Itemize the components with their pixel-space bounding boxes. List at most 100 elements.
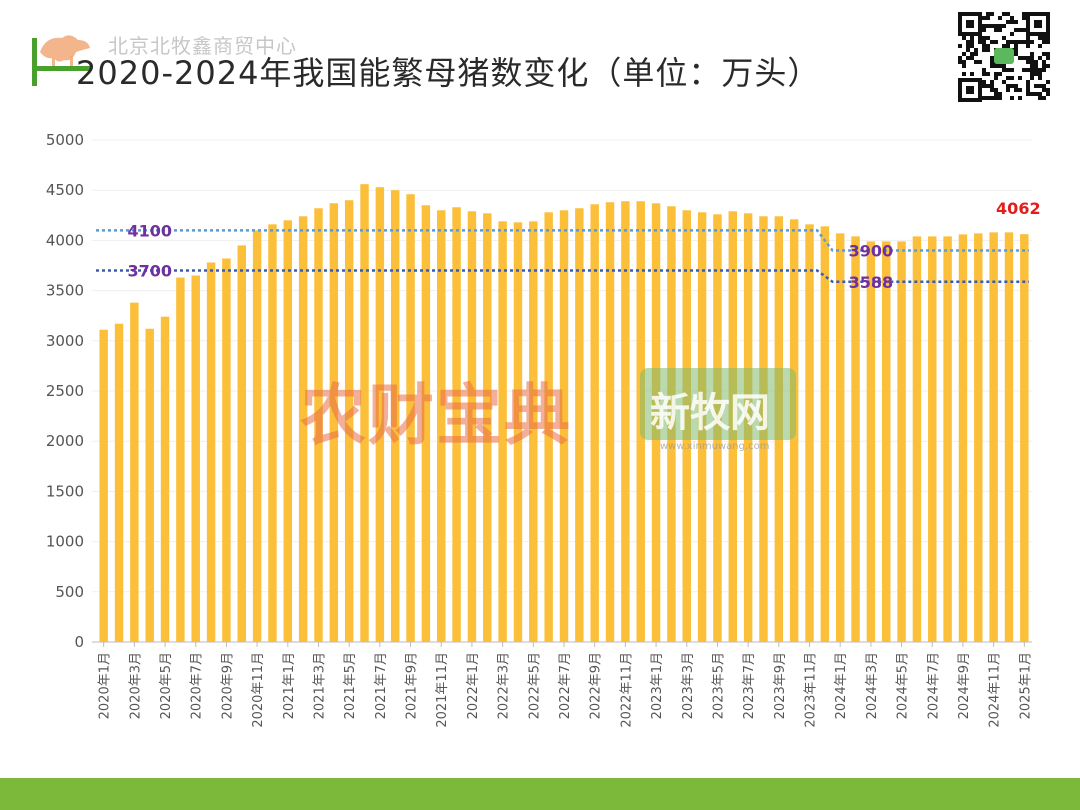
bar	[252, 230, 262, 643]
qr-module	[1018, 88, 1022, 92]
qr-module	[982, 44, 986, 48]
qr-module	[1030, 64, 1034, 68]
qr-module	[1046, 52, 1050, 56]
qr-module	[1046, 80, 1050, 84]
bar	[590, 204, 599, 643]
x-tick-label: 2020年3月	[128, 652, 143, 719]
qr-module	[1022, 28, 1026, 32]
qr-module	[982, 80, 986, 84]
bar	[467, 211, 477, 642]
qr-module	[994, 92, 998, 96]
qr-module	[990, 84, 994, 88]
qr-module	[1022, 56, 1026, 60]
reference-line	[96, 229, 1029, 252]
bar	[820, 226, 830, 642]
bar	[513, 222, 523, 642]
qr-module	[978, 40, 982, 44]
x-tick-label: 2024年3月	[865, 652, 880, 719]
qr-module	[982, 84, 986, 88]
x-tick-label: 2024年9月	[957, 652, 972, 719]
bar-chart: 0 500 1000 1500 2000 2500 3000 3500 4000 4500 5000…	[46, 131, 1041, 728]
x-tick-label: 2020年1月	[98, 652, 113, 719]
company-logo-icon	[32, 35, 92, 86]
x-tick-label: 2023年9月	[773, 652, 788, 719]
qr-finder-core	[966, 86, 974, 94]
qr-module	[998, 96, 1002, 100]
reference-label: 4100	[127, 221, 172, 240]
qr-module	[966, 40, 970, 44]
y-tick-label: 0	[74, 633, 84, 651]
x-tick-label: 2022年11月	[619, 652, 634, 728]
qr-module	[1010, 76, 1014, 80]
x-tick-label: 2020年5月	[159, 652, 174, 719]
qr-module	[1046, 64, 1050, 68]
qr-module	[994, 24, 998, 28]
bar	[344, 200, 354, 642]
bar	[421, 205, 431, 642]
qr-module	[990, 40, 994, 44]
company-name: 北京北牧鑫商贸中心	[108, 34, 297, 58]
qr-module	[1038, 84, 1042, 88]
qr-module	[986, 16, 990, 20]
qr-module	[1006, 88, 1010, 92]
qr-module	[970, 52, 974, 56]
qr-module	[986, 44, 990, 48]
qr-module	[1046, 36, 1050, 40]
qr-module	[990, 56, 994, 60]
qr-module	[1030, 40, 1034, 44]
bar	[237, 245, 246, 643]
qr-module	[1026, 40, 1030, 44]
y-tick-label: 2000	[46, 432, 84, 450]
qr-module	[1038, 72, 1042, 76]
qr-module	[1022, 68, 1026, 72]
x-tick-label: 2024年1月	[834, 652, 849, 719]
qr-module	[1026, 60, 1030, 64]
qr-module	[1034, 92, 1038, 96]
x-tick-label: 2022年5月	[527, 652, 542, 719]
qr-code-icon	[958, 12, 1050, 102]
qr-module	[998, 72, 1002, 76]
qr-module	[1046, 92, 1050, 96]
qr-module	[1030, 72, 1034, 76]
qr-module	[986, 48, 990, 52]
qr-module	[994, 28, 998, 32]
qr-module	[998, 64, 1002, 68]
bar	[283, 220, 293, 642]
qr-finder-core	[966, 20, 974, 28]
qr-module	[1014, 88, 1018, 92]
qr-module	[1014, 48, 1018, 52]
qr-module	[998, 28, 1002, 32]
bar	[835, 233, 845, 642]
x-tick-label: 2021年3月	[312, 652, 327, 719]
qr-module	[1042, 88, 1046, 92]
bar	[130, 302, 139, 642]
qr-module	[962, 72, 966, 76]
qr-module	[986, 72, 990, 76]
qr-module	[970, 44, 974, 48]
bar	[483, 213, 492, 642]
qr-module	[970, 40, 974, 44]
qr-module	[1006, 84, 1010, 88]
qr-module	[962, 60, 966, 64]
qr-module	[982, 24, 986, 28]
qr-module	[982, 40, 986, 44]
qr-module	[1030, 92, 1034, 96]
qr-module	[1014, 44, 1018, 48]
qr-module	[998, 24, 1002, 28]
qr-module	[1026, 44, 1030, 48]
qr-module	[1038, 36, 1042, 40]
qr-module	[1014, 40, 1018, 44]
x-tick-label: 2020年7月	[190, 652, 205, 719]
qr-module	[958, 56, 962, 60]
bar	[605, 202, 615, 643]
qr-module	[990, 88, 994, 92]
bar	[176, 277, 185, 642]
x-tick-label: 2021年11月	[435, 652, 450, 728]
bar	[406, 194, 415, 642]
qr-module	[1026, 92, 1030, 96]
qr-module	[966, 56, 970, 60]
bar	[498, 221, 507, 642]
qr-module	[998, 16, 1002, 20]
watermark-brand-2-sub: www.xinmuwang.com	[660, 441, 770, 452]
reference-label: 3700	[127, 262, 172, 281]
